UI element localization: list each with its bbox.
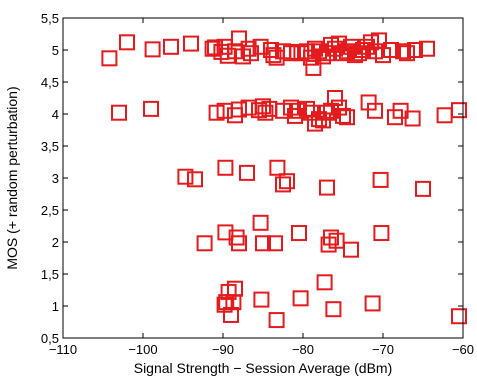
data-point <box>239 164 255 181</box>
data-point <box>183 35 199 52</box>
data-point <box>255 235 271 252</box>
data-point <box>231 30 247 47</box>
data-point <box>111 104 127 121</box>
x-tick-label: −80 <box>292 342 314 357</box>
x-tick-label: −110 <box>49 342 77 357</box>
plot-frame <box>62 17 464 339</box>
data-point <box>343 241 359 258</box>
x-tick-label: −100 <box>128 342 157 357</box>
data-point <box>316 274 333 291</box>
y-tick-label: 2 <box>52 235 59 250</box>
data-point <box>419 40 435 57</box>
y-tick-label: 4,5 <box>41 75 59 90</box>
data-point <box>415 180 431 197</box>
x-tick-label: −70 <box>372 342 394 357</box>
data-point <box>335 107 351 124</box>
data-point <box>101 50 118 67</box>
data-point <box>395 43 411 60</box>
y-axis: 0,5 1 1,5 2 2,5 3 3,5 4 4,5 5 5,5 <box>41 11 463 346</box>
y-tick-label: 4 <box>52 107 59 122</box>
data-point <box>275 176 291 193</box>
data-point <box>223 306 239 323</box>
data-point <box>291 225 307 242</box>
y-tick-label: 1,5 <box>41 267 59 282</box>
data-point <box>257 104 274 121</box>
data-point <box>119 34 135 51</box>
data-point <box>451 308 467 325</box>
data-point <box>327 90 343 106</box>
data-point <box>204 40 221 57</box>
data-point <box>252 38 269 55</box>
data-point <box>367 102 383 119</box>
data-point <box>253 291 270 308</box>
data-point <box>436 107 453 124</box>
x-axis-label: Signal Strength − Session Average (dBm) <box>134 360 393 376</box>
data-point <box>325 301 342 318</box>
data-points <box>101 30 467 329</box>
y-tick-label: 3 <box>52 171 59 186</box>
data-point <box>265 47 282 64</box>
data-point <box>364 295 381 312</box>
y-axis-label: MOS (+ random perturbation) <box>4 86 20 269</box>
data-point <box>319 179 335 196</box>
y-tick-label: 5 <box>52 43 59 58</box>
data-point <box>231 235 247 252</box>
data-point <box>143 100 159 117</box>
data-point <box>404 110 421 127</box>
data-point <box>216 38 233 55</box>
data-point <box>407 42 423 58</box>
x-axis: −110 −100 −90 −80 −70 −60 <box>49 18 474 357</box>
y-tick-label: 3,5 <box>41 139 59 154</box>
data-point <box>231 101 247 118</box>
x-tick-label: −60 <box>452 342 474 357</box>
data-point <box>217 224 234 241</box>
y-tick-label: 5,5 <box>41 11 59 26</box>
data-point <box>339 109 355 126</box>
data-point <box>328 232 345 249</box>
data-point <box>451 102 467 119</box>
data-point <box>383 42 399 58</box>
x-tick-label: −90 <box>212 342 234 357</box>
data-point <box>227 280 243 297</box>
data-point <box>269 159 286 176</box>
data-point <box>292 290 309 307</box>
data-point <box>228 229 245 246</box>
data-point <box>279 173 295 190</box>
data-point <box>252 214 269 231</box>
data-point <box>240 40 257 57</box>
y-tick-label: 1 <box>52 299 59 314</box>
data-point <box>267 235 283 252</box>
data-point <box>144 41 161 58</box>
data-point <box>217 159 234 176</box>
data-point <box>227 107 243 124</box>
data-point <box>373 225 390 242</box>
y-tick-label: 0,5 <box>41 331 59 346</box>
data-point <box>323 229 339 246</box>
data-point <box>177 168 194 185</box>
data-point <box>187 171 203 188</box>
data-point <box>196 235 213 252</box>
data-point <box>163 38 179 55</box>
data-point <box>372 171 389 188</box>
data-point <box>268 312 285 329</box>
y-tick-label: 2,5 <box>41 203 59 218</box>
data-point <box>305 59 322 76</box>
